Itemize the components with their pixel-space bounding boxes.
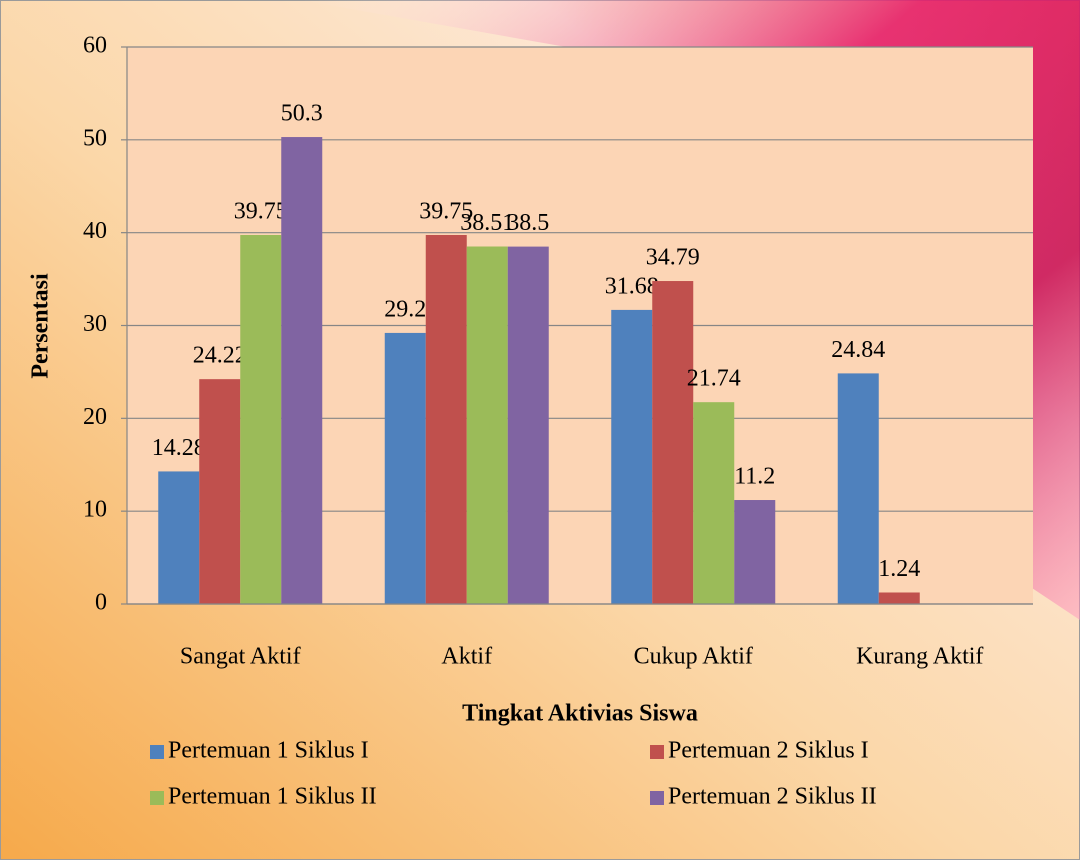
y-tick-label: 20 — [83, 404, 107, 430]
y-axis-title: Persentasi — [28, 273, 54, 379]
bar — [878, 592, 920, 604]
data-label: 50.3 — [281, 101, 323, 127]
data-label: 21.74 — [687, 366, 741, 392]
bar — [199, 379, 241, 604]
x-axis-title: Tingkat Aktivias Siswa — [462, 701, 698, 727]
legend-label: Pertemuan 1 Siklus I — [168, 738, 369, 764]
bar — [240, 234, 282, 605]
data-label: 24.84 — [831, 337, 885, 363]
legend-swatch — [150, 791, 164, 805]
data-label: 1.24 — [878, 556, 920, 582]
y-tick-label: 50 — [83, 125, 107, 151]
data-label: 29.2 — [384, 296, 426, 322]
data-label: 34.79 — [646, 245, 700, 271]
x-tick-label: Kurang Aktif — [856, 644, 983, 670]
bar — [693, 402, 735, 604]
x-tick-label: Aktif — [441, 644, 492, 670]
legend-label: Pertemuan 2 Siklus II — [668, 784, 877, 810]
data-label: 38.51 — [460, 210, 514, 236]
bar — [384, 332, 426, 604]
legend-swatch — [650, 745, 664, 759]
data-label: 11.2 — [734, 464, 775, 490]
bar — [158, 471, 200, 604]
y-tick-label: 0 — [95, 590, 107, 616]
y-tick-label: 40 — [83, 218, 107, 244]
legend-label: Pertemuan 1 Siklus II — [168, 784, 377, 810]
data-label: 24.22 — [193, 343, 247, 369]
bar — [611, 309, 653, 604]
bar — [425, 234, 467, 605]
data-label: 14.28 — [152, 435, 206, 461]
x-tick-label: Cukup Aktif — [634, 644, 753, 670]
bar — [466, 246, 508, 604]
y-tick-label: 30 — [83, 311, 107, 337]
y-tick-label: 10 — [83, 497, 107, 523]
data-label: 39.75 — [234, 198, 288, 224]
data-label: 39.75 — [419, 198, 473, 224]
bar — [652, 281, 694, 604]
bar — [837, 373, 879, 604]
y-tick-label: 60 — [83, 33, 107, 59]
bar — [281, 137, 323, 604]
legend-swatch — [650, 791, 664, 805]
legend-label: Pertemuan 2 Siklus I — [668, 738, 869, 764]
bar — [507, 246, 549, 604]
legend-swatch — [150, 745, 164, 759]
bar — [734, 500, 776, 604]
data-label: 31.68 — [605, 273, 659, 299]
x-tick-label: Sangat Aktif — [180, 644, 301, 670]
data-label: 38.5 — [507, 210, 549, 236]
